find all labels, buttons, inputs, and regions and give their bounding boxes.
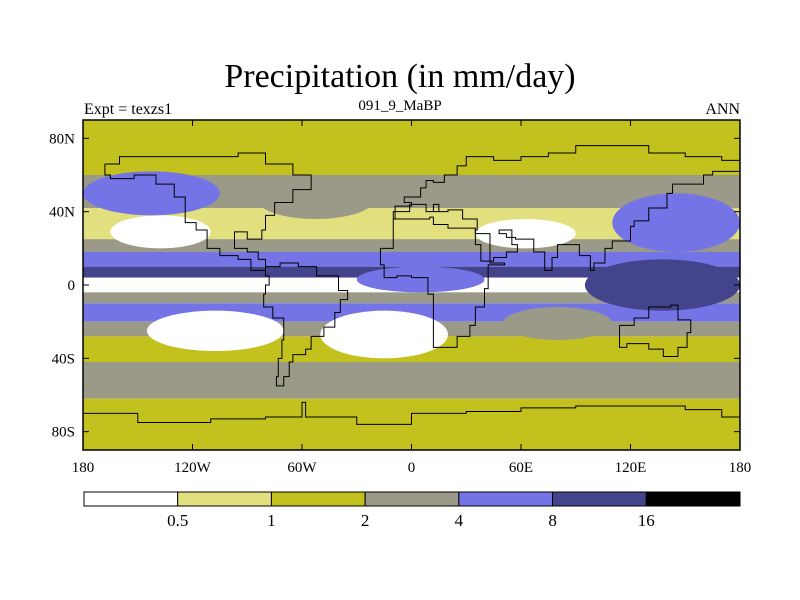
y-tick-label-3: 40S [52, 351, 75, 367]
region-west-pacific-warm-pool [584, 259, 740, 311]
colorbar-swatch-4 [458, 491, 554, 507]
colorbar-swatch-6 [645, 491, 741, 507]
colorbar-swatch-1 [177, 491, 272, 507]
colorbar-swatch-5 [552, 491, 647, 507]
coastline-5 [619, 304, 692, 357]
colorbar-swatch-2 [270, 491, 366, 507]
precipitation-field [83, 120, 740, 450]
x-tick-label-0: 180 [72, 460, 95, 476]
zonal-band-4 [83, 252, 740, 267]
colorbar-label-2: 2 [361, 511, 370, 530]
colorbar-label-0: 0.5 [167, 511, 188, 530]
coastline-0 [104, 152, 312, 271]
x-tick-label-3: 0 [408, 460, 416, 476]
colorbar-swatch-0 [83, 491, 179, 507]
x-tick-label-5: 120E [615, 460, 647, 476]
y-tick-label-2: 0 [68, 278, 76, 294]
region-south-pacific-dry [146, 310, 284, 352]
region-north-africa-dry [475, 219, 576, 249]
colorbar-label-5: 16 [638, 511, 655, 530]
coastline-3 [393, 145, 741, 220]
zonal-band-7 [83, 292, 740, 304]
colorbar: 0.5 1 2 4 8 16 [83, 491, 741, 530]
experiment-label: Expt = texzs1 [84, 101, 173, 118]
y-tick-label-0: 80N [49, 131, 75, 147]
colorbar-swatch-3 [364, 491, 460, 507]
y-tick-label-1: 40N [49, 205, 75, 221]
x-tick-label-1: 120W [174, 460, 212, 476]
x-tick-label-2: 60W [287, 460, 317, 476]
chart-title: Precipitation (in mm/day) [224, 58, 576, 95]
region-north-atlantic-storm-track [256, 178, 375, 219]
season-label: ANN [705, 101, 740, 118]
y-tick-label-4: 80S [52, 425, 75, 441]
region-northwest-pacific-wet [612, 193, 740, 253]
zonal-band-11 [83, 362, 740, 399]
colorbar-label-1: 1 [267, 511, 276, 530]
region-north-pacific-storm-track [83, 171, 220, 216]
x-tick-label-6: 180 [729, 460, 752, 476]
period-label: 091_9_MaBP [358, 98, 442, 114]
coastlines [83, 145, 741, 425]
map-axes: 180 120W 60W 0 60E 120E 180 80N 40N 0 40S 80S [49, 120, 751, 476]
coastline-4 [392, 170, 740, 271]
colorbar-label-3: 4 [455, 511, 464, 530]
x-tick-label-4: 60E [509, 460, 533, 476]
region-indian-ocean-south [502, 307, 613, 340]
coastline-1 [263, 262, 349, 387]
region-equatorial-africa-wet [356, 266, 485, 293]
coastline-6 [83, 401, 741, 425]
region-equatorial-pacific-dry [83, 279, 248, 291]
region-northeast-pacific-dry [110, 215, 211, 249]
zonal-band-0 [83, 120, 740, 175]
region-south-america-south-dry [320, 310, 448, 359]
colorbar-label-4: 8 [548, 511, 557, 530]
coastline-2 [379, 216, 506, 348]
